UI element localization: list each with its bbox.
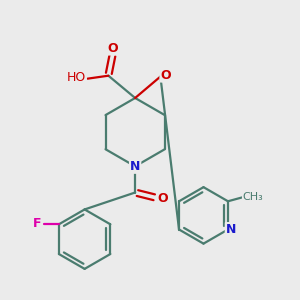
Text: O: O <box>107 42 118 55</box>
Text: HO: HO <box>67 71 86 84</box>
Text: F: F <box>33 217 42 230</box>
Text: O: O <box>160 69 171 82</box>
Text: O: O <box>158 192 168 205</box>
Text: N: N <box>226 223 236 236</box>
Text: CH₃: CH₃ <box>243 192 264 202</box>
Text: N: N <box>130 160 140 173</box>
